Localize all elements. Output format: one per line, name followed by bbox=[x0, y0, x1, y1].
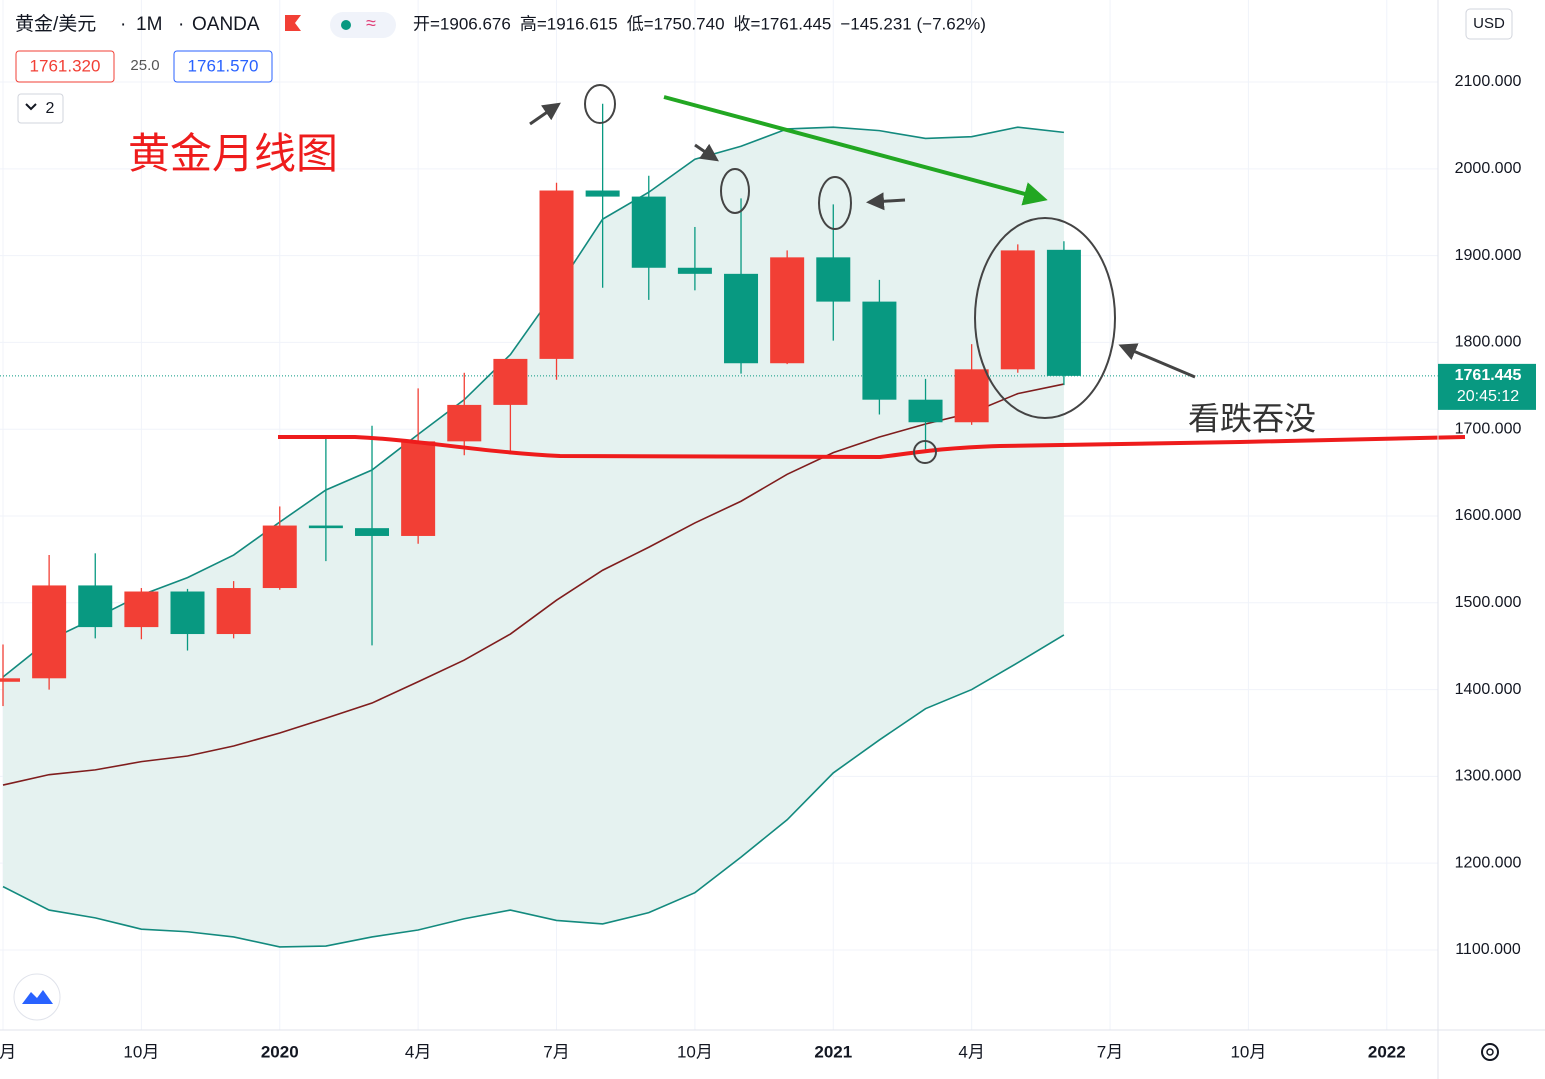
ohlc-value: 低=1750.740 bbox=[627, 14, 725, 33]
y-tick-label: 1700.000 bbox=[1455, 420, 1522, 437]
ohlc-value: 收=1761.445 bbox=[734, 14, 832, 33]
x-tick-label: 10月 bbox=[1230, 1042, 1266, 1061]
y-tick-label: 1100.000 bbox=[1455, 941, 1521, 958]
candle-body bbox=[908, 399, 943, 423]
candle-body bbox=[724, 273, 759, 364]
x-tick-label: 7月 bbox=[0, 1042, 16, 1061]
support-line bbox=[278, 435, 1466, 460]
x-tick-label: 10月 bbox=[677, 1042, 713, 1061]
sep: · bbox=[178, 14, 184, 35]
candle-body bbox=[493, 358, 528, 405]
candle-body bbox=[401, 441, 436, 536]
bid-box[interactable] bbox=[15, 50, 115, 83]
x-tick-label: 2022 bbox=[1368, 1042, 1406, 1061]
x-tick-label: 2021 bbox=[814, 1042, 852, 1061]
x-tick-label: 7月 bbox=[1097, 1042, 1123, 1061]
ohlc-value: 高=1916.615 bbox=[520, 14, 618, 33]
band-basis bbox=[2, 383, 1065, 786]
ask-price: 1761.570 bbox=[188, 56, 259, 75]
y-tick-label: 1900.000 bbox=[1455, 247, 1522, 264]
candle-body bbox=[585, 190, 620, 197]
candle-body bbox=[0, 678, 20, 682]
x-tick-label: 7月 bbox=[543, 1042, 569, 1061]
countdown: 20:45:12 bbox=[1457, 388, 1519, 405]
y-tick-label: 1300.000 bbox=[1455, 768, 1522, 785]
interval[interactable]: 1M bbox=[136, 14, 162, 35]
candle-body bbox=[124, 591, 159, 628]
candle-body bbox=[770, 257, 805, 364]
y-tick-label: 1600.000 bbox=[1455, 507, 1522, 524]
currency: USD bbox=[1473, 15, 1505, 32]
chart-annotation-title: 黄金月线图 bbox=[128, 130, 338, 177]
x-tick-label: 4月 bbox=[405, 1042, 431, 1061]
candle-body bbox=[262, 525, 297, 589]
ask-box[interactable] bbox=[173, 50, 273, 83]
candle-body bbox=[862, 301, 897, 400]
pattern-label: 看跌吞没 bbox=[1188, 400, 1316, 436]
x-tick-label: 2020 bbox=[261, 1042, 299, 1061]
candle-body bbox=[539, 190, 574, 359]
chevron bbox=[25, 103, 37, 111]
candle-body bbox=[78, 585, 113, 628]
y-tick-label: 1400.000 bbox=[1455, 681, 1522, 698]
candle-body bbox=[355, 528, 390, 536]
logo-mark bbox=[22, 990, 53, 1004]
market-status[interactable] bbox=[330, 12, 396, 38]
candle-body bbox=[170, 591, 205, 635]
last-price-tag bbox=[1438, 363, 1536, 410]
candle-body bbox=[308, 525, 343, 529]
x-tick-label: 10月 bbox=[123, 1042, 159, 1061]
y-tick-label: 1500.000 bbox=[1455, 594, 1522, 611]
y-tick-label: 2000.000 bbox=[1455, 160, 1522, 177]
band-fill bbox=[2, 127, 1064, 947]
candle-body bbox=[1046, 249, 1081, 376]
band-upper bbox=[2, 126, 1065, 678]
price-change: −145.231 (−7.62%) bbox=[840, 14, 986, 33]
settings-icon[interactable] bbox=[1481, 1043, 1499, 1061]
candle-body bbox=[677, 267, 712, 274]
candle-body bbox=[954, 369, 989, 423]
candle-body bbox=[447, 404, 482, 442]
candle-body bbox=[32, 585, 67, 679]
spread: 25.0 bbox=[130, 57, 159, 74]
indicator-toggle[interactable] bbox=[17, 93, 64, 124]
highlight-circles bbox=[584, 84, 1116, 464]
symbol[interactable]: 黄金/美元 bbox=[15, 13, 96, 35]
candle-body bbox=[216, 588, 251, 635]
x-tick-label: 4月 bbox=[958, 1042, 984, 1061]
pointer-arrows bbox=[529, 102, 1196, 379]
y-tick-label: 2100.000 bbox=[1455, 73, 1522, 90]
candle-body bbox=[816, 257, 851, 302]
currency-button[interactable] bbox=[1465, 8, 1513, 40]
band-lower bbox=[2, 634, 1065, 948]
candle-body bbox=[1000, 250, 1035, 370]
logo[interactable] bbox=[13, 973, 61, 1021]
last-price-label: 1761.445 bbox=[1455, 367, 1522, 384]
status-dot bbox=[341, 20, 351, 30]
indicator-count: 2 bbox=[46, 100, 55, 117]
delay-icon: ≈ bbox=[366, 13, 376, 33]
bid-price: 1761.320 bbox=[30, 56, 101, 75]
trend-arrow bbox=[663, 95, 1048, 206]
candle-body bbox=[631, 196, 666, 268]
y-tick-label: 1200.000 bbox=[1455, 854, 1522, 871]
source: OANDA bbox=[192, 14, 260, 35]
sep: · bbox=[120, 14, 126, 35]
y-tick-label: 1800.000 bbox=[1455, 334, 1522, 351]
flag-icon[interactable] bbox=[285, 15, 301, 31]
ohlc-value: 开=1906.676 bbox=[413, 14, 511, 33]
